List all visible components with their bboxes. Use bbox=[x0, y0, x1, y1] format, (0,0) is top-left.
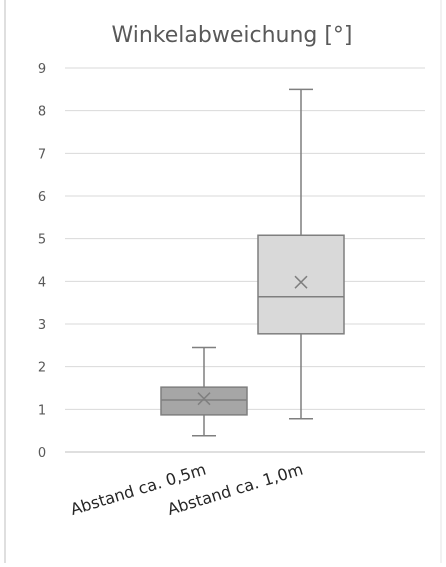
y-tick-label: 5 bbox=[38, 233, 46, 248]
y-tick-label: 3 bbox=[38, 318, 46, 333]
y-tick-label: 8 bbox=[38, 105, 46, 120]
box-series bbox=[160, 88, 345, 437]
y-tick-label: 9 bbox=[38, 62, 46, 77]
y-tick-label: 6 bbox=[38, 190, 46, 205]
y-axis-ticks: 0 1 2 3 4 5 6 7 8 9 bbox=[38, 62, 46, 461]
y-tick-label: 1 bbox=[38, 403, 46, 418]
box-plot-1 bbox=[160, 346, 248, 437]
grid-lines bbox=[65, 67, 425, 453]
mean-marker bbox=[197, 392, 211, 406]
mean-marker bbox=[294, 275, 308, 289]
interquartile-box bbox=[257, 234, 345, 335]
y-tick-label: 2 bbox=[38, 361, 46, 376]
y-tick-label: 7 bbox=[38, 147, 46, 162]
y-tick-label: 0 bbox=[38, 446, 46, 461]
y-tick-label: 4 bbox=[38, 275, 46, 290]
box-plot-2 bbox=[257, 88, 345, 420]
interquartile-box bbox=[160, 386, 248, 416]
chart-title: Winkelabweichung [°] bbox=[111, 23, 352, 48]
